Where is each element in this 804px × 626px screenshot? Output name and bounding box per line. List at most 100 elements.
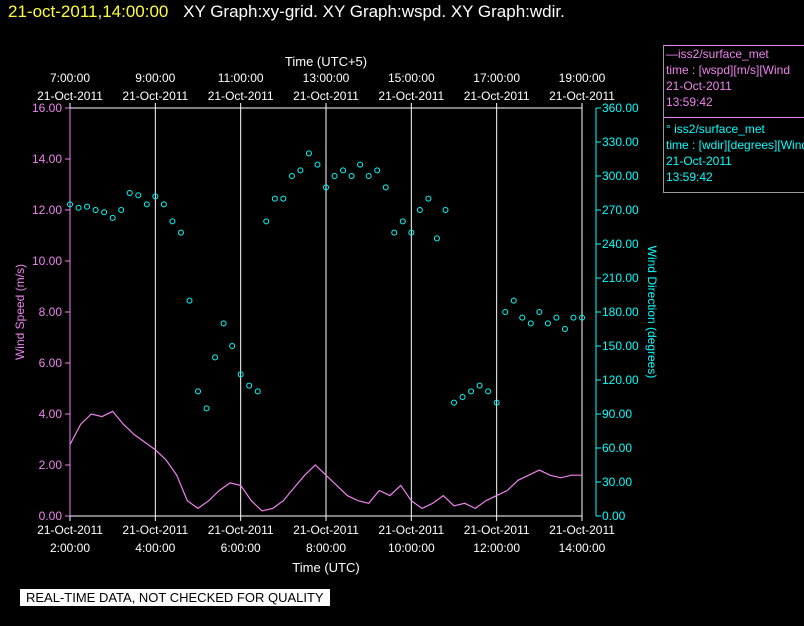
legend-divider: [664, 192, 804, 193]
wind-direction-point: [101, 209, 108, 216]
wind-direction-point: [527, 320, 534, 327]
right-tick-label: 210.00: [602, 271, 639, 285]
wind-direction-point: [416, 207, 423, 213]
wind-direction-point: [382, 184, 389, 191]
legend-speed-date: 21-Oct-2011: [666, 79, 732, 93]
wind-direction-point: [195, 388, 201, 395]
wind-direction-point: [493, 399, 500, 406]
bottom-tick-time: 10:00:00: [388, 541, 435, 555]
left-tick-label: 4.00: [39, 407, 63, 421]
wind-direction-point: [126, 190, 133, 196]
wind-direction-point: [476, 382, 483, 389]
bottom-tick-time: 8:00:00: [306, 541, 346, 555]
right-tick-label: 240.00: [602, 237, 639, 251]
header-timestamp: 21-oct-2011,14:00:00: [8, 2, 169, 21]
wind-direction-point: [340, 167, 347, 174]
wind-direction-point: [143, 201, 150, 208]
legend-speed-time: 13:59:42: [666, 95, 713, 109]
right-tick-label: 300.00: [602, 169, 639, 183]
wind-direction-point: [442, 207, 449, 213]
wind-direction-point: [67, 201, 73, 208]
bottom-axis-label: Time (UTC): [292, 560, 359, 575]
wind-direction-point: [84, 203, 91, 210]
top-tick-date: 21-Oct-2011: [37, 89, 103, 103]
wind-direction-point: [288, 173, 295, 179]
wind-direction-point: [451, 399, 457, 406]
wind-direction-point: [570, 314, 577, 321]
right-tick-label: 360.00: [602, 101, 639, 115]
right-tick-label: 90.00: [602, 407, 632, 421]
legend-dir-time: 13:59:42: [666, 170, 713, 184]
right-tick-label: 30.00: [602, 475, 632, 489]
wind-direction-point: [331, 173, 338, 179]
wind-direction-point: [254, 388, 261, 395]
bottom-tick-date: 21-Oct-2011: [378, 523, 444, 537]
right-tick-label: 120.00: [602, 373, 639, 387]
top-axis-label: Time (UTC+5): [285, 54, 367, 69]
bottom-tick-time: 12:00:00: [473, 541, 520, 555]
wind-direction-point: [323, 184, 329, 191]
wind-direction-point: [536, 309, 543, 315]
bottom-tick-time: 6:00:00: [221, 541, 261, 555]
wind-direction-point: [263, 218, 270, 225]
left-tick-label: 14.00: [32, 152, 62, 166]
left-axis-label: Wind Speed (m/s): [13, 264, 27, 360]
wind-direction-point: [502, 309, 509, 315]
wind-direction-point: [280, 195, 287, 202]
right-tick-label: 330.00: [602, 135, 639, 149]
left-tick-label: 16.00: [32, 101, 62, 115]
left-tick-label: 12.00: [32, 203, 62, 217]
top-tick-time: 11:00:00: [218, 71, 264, 85]
left-tick-label: 6.00: [39, 356, 63, 370]
bottom-tick-date: 21-Oct-2011: [122, 523, 188, 537]
top-tick-time: 19:00:00: [559, 71, 606, 85]
wind-direction-point: [510, 297, 517, 304]
legend-dir-title: ° iss2/surface_met: [666, 122, 765, 136]
top-tick-time: 9:00:00: [135, 71, 175, 85]
wind-direction-point: [391, 229, 398, 236]
bottom-tick-date: 21-Oct-2011: [464, 523, 530, 537]
bottom-tick-date: 21-Oct-2011: [37, 523, 103, 537]
bottom-tick-date: 21-Oct-2011: [293, 523, 359, 537]
bottom-tick-time: 14:00:00: [559, 541, 606, 555]
wind-direction-point: [425, 195, 432, 202]
wind-direction-point: [297, 167, 304, 174]
right-tick-label: 270.00: [602, 203, 639, 217]
top-tick-time: 17:00:00: [473, 71, 520, 85]
wind-direction-point: [579, 314, 585, 321]
header-graph-list: XY Graph:xy-grid. XY Graph:wspd. XY Grap…: [183, 2, 565, 21]
wind-direction-point: [433, 235, 440, 242]
top-tick-date: 21-Oct-2011: [208, 89, 274, 103]
legend-dir-date: 21-Oct-2011: [666, 154, 732, 168]
legend-divider: [664, 117, 804, 118]
wind-direction-point: [314, 161, 321, 168]
wind-direction-point: [246, 382, 253, 389]
wind-direction-point: [357, 161, 364, 168]
bottom-tick-time: 2:00:00: [50, 541, 90, 555]
quality-warning: REAL-TIME DATA, NOT CHECKED FOR QUALITY: [20, 589, 330, 606]
right-tick-label: 60.00: [602, 441, 632, 455]
wind-direction-point: [485, 388, 492, 395]
wind-direction-point: [365, 173, 372, 179]
legend-divider: [664, 45, 804, 46]
wind-direction-point: [408, 229, 415, 236]
bottom-tick-date: 21-Oct-2011: [549, 523, 615, 537]
legend-dir-variable: time : [wdir][degrees][Wind: [666, 138, 804, 152]
left-tick-label: 10.00: [32, 254, 62, 268]
wind-direction-point: [152, 193, 159, 200]
wind-direction-point: [348, 173, 355, 179]
top-tick-date: 21-Oct-2011: [122, 89, 188, 103]
wind-direction-point: [399, 218, 406, 225]
top-tick-date: 21-Oct-2011: [549, 89, 615, 103]
legend-speed-title: —iss2/surface_met: [666, 47, 769, 61]
wind-direction-point: [177, 229, 184, 236]
chart-header: 21-oct-2011,14:00:00 XY Graph:xy-grid. X…: [0, 2, 565, 26]
wind-direction-point: [468, 388, 475, 395]
left-tick-label: 0.00: [39, 509, 63, 523]
wind-direction-point: [118, 207, 125, 213]
left-tick-label: 2.00: [39, 458, 63, 472]
wind-speed-line: [69, 410, 582, 512]
wind-direction-point: [544, 320, 551, 327]
legend-wind-direction: ° iss2/surface_met time : [wdir][degrees…: [666, 121, 804, 185]
